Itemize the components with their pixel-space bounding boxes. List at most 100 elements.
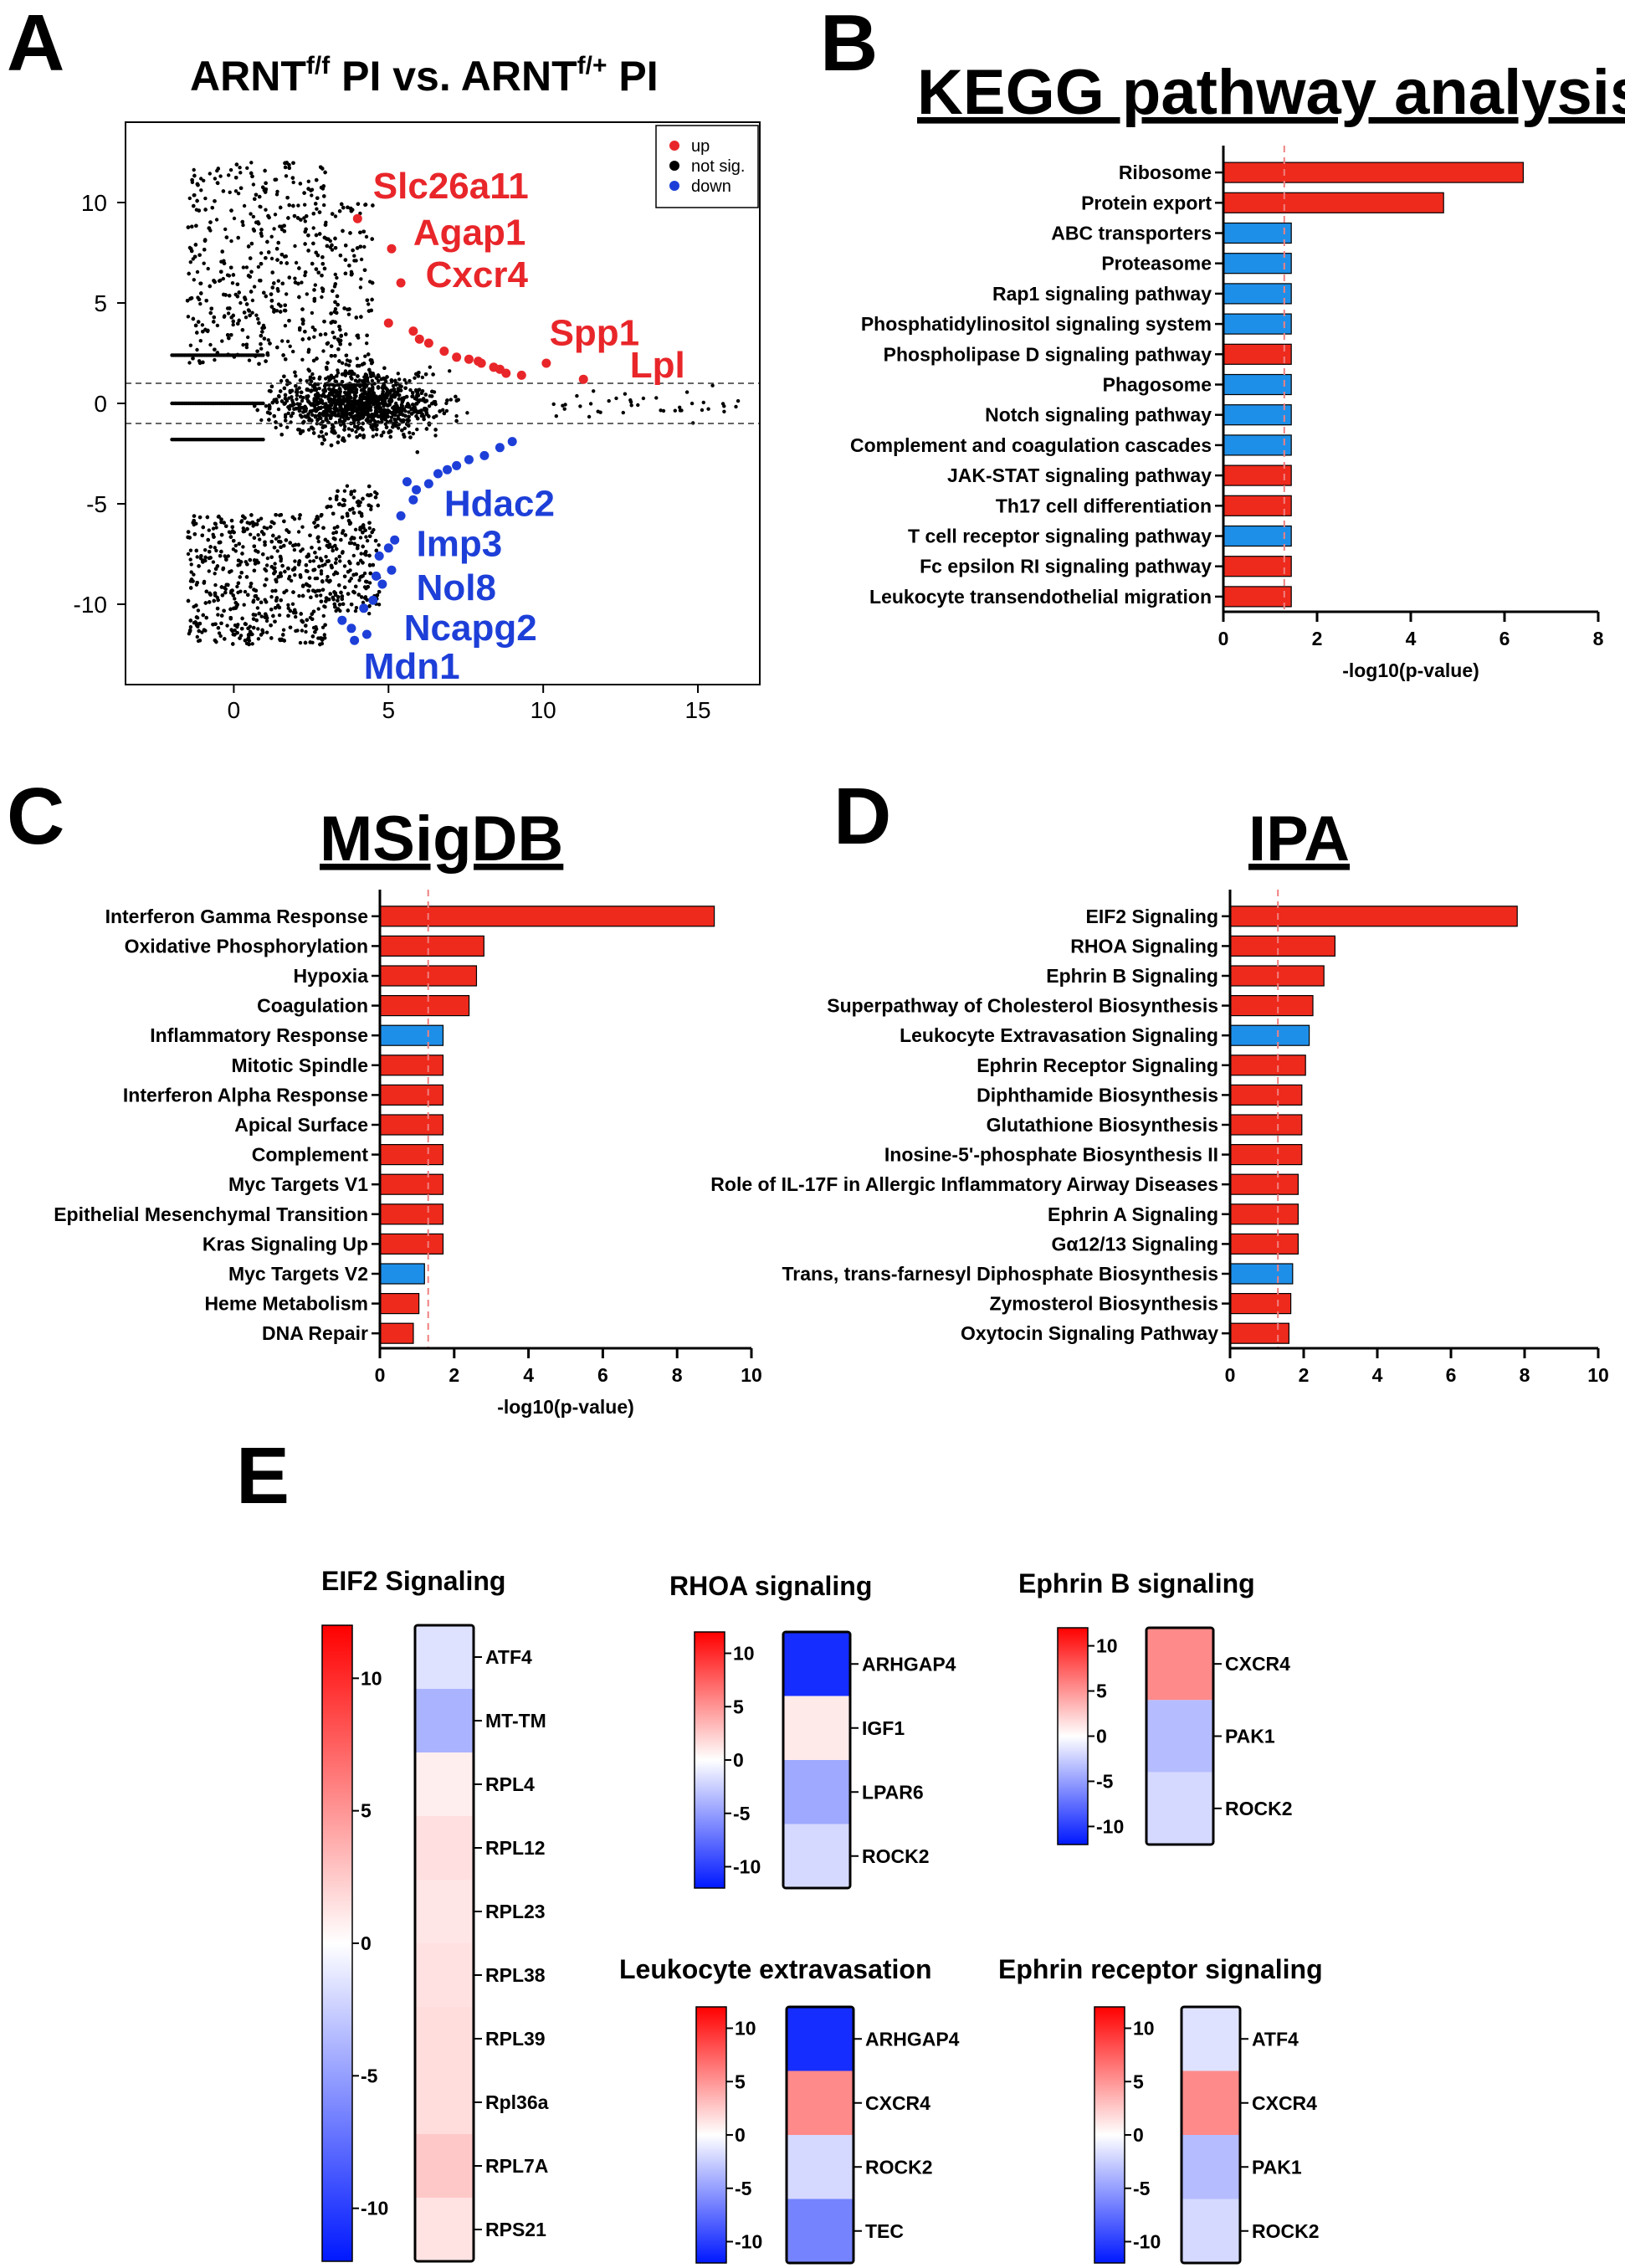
volcano-up-point [541, 358, 551, 368]
msigdb-x-tick-label: 6 [597, 1364, 608, 1386]
msigdb-category-label: Interferon Gamma Response [105, 906, 368, 927]
heatmap-colorbar-tick-label: -5 [361, 2065, 378, 2086]
kegg-bar [1223, 373, 1292, 396]
volcano-legend-label: up [691, 137, 710, 156]
volcano-gene-label-down: Imp3 [417, 523, 503, 564]
panel-letter-e: E [236, 1431, 290, 1521]
heatmap-cell [1146, 1772, 1213, 1845]
heatmap-gene-label: PAK1 [1225, 1726, 1275, 1747]
panel-letter-b: B [820, 0, 878, 88]
volcano-gene-label-up: Agap1 [413, 212, 525, 253]
panel-letter-a: A [7, 0, 64, 88]
volcano-down-point [495, 443, 505, 453]
volcano-title-part3: PI [607, 53, 659, 100]
heatmap-gene-label: RPS21 [485, 2219, 546, 2240]
volcano-title: ARNTf/f PI vs. ARNTf/+ PI [190, 52, 659, 100]
msigdb-bar [379, 1322, 414, 1344]
msigdb-bar [379, 1263, 425, 1285]
volcano-legend-label: not sig. [691, 157, 745, 176]
ipa-x-tick-label: 4 [1372, 1364, 1383, 1386]
msigdb-category-label: Complement [252, 1144, 369, 1166]
volcano-title-sup2: f/+ [577, 52, 607, 80]
kegg-category-label: Ribosome [1119, 162, 1212, 183]
heatmap-colorbar-tick-label: 0 [361, 1932, 372, 1954]
heatmap-gene-label: MT-TM [485, 1710, 546, 1732]
volcano-down-point [452, 460, 462, 470]
heatmap-colorbar-tick-label: 0 [735, 2124, 746, 2146]
volcano-down-point [372, 571, 382, 581]
heatmap-gene-label: CXCR4 [1252, 2092, 1317, 2114]
volcano-up-point [383, 318, 393, 328]
ipa-bar [1229, 935, 1336, 957]
msigdb-x-tick-label: 0 [375, 1364, 386, 1386]
kegg-category-label: T cell receptor signaling pathway [908, 526, 1212, 547]
msigdb-bar [379, 994, 470, 1017]
volcano-up-point [464, 354, 474, 364]
heatmap-cell [415, 2134, 474, 2198]
ipa-bar-chart: EIF2 Signaling RHOA Signaling Ephrin B Sig… [710, 890, 1609, 1386]
heatmap-gene-label: TEC [865, 2220, 904, 2242]
volcano-legend-marker [669, 161, 679, 171]
heatmap-cell [787, 2070, 854, 2135]
kegg-bar-chart: Ribosome Protein export ABC transporters Pr… [850, 146, 1604, 681]
heatmap-gene-label: RPL39 [485, 2028, 546, 2050]
heatmap-cell [415, 1625, 474, 1689]
msigdb-bar [379, 1114, 444, 1136]
ipa-category-label: Superpathway of Cholesterol Biosynthesis [827, 995, 1218, 1017]
heatmap-gene-label: ROCK2 [865, 2156, 933, 2178]
ipa-bar [1229, 1173, 1299, 1195]
heatmap-colorbar-tick-label: 0 [1133, 2124, 1144, 2146]
volcano-title-part1: ARNT [190, 53, 306, 100]
kegg-bar [1223, 556, 1292, 577]
heatmap-gene-label: LPAR6 [862, 1781, 924, 1803]
heatmap-gene-label: RPL12 [485, 1837, 546, 1859]
heatmap-gene-label: CXCR4 [1225, 1653, 1290, 1675]
ipa-x-tick-label: 6 [1446, 1364, 1457, 1386]
kegg-bar [1223, 313, 1292, 335]
msigdb-x-tick-label: 10 [741, 1364, 762, 1386]
volcano-x-tick-label: 0 [228, 697, 241, 723]
heatmap-gene-label: ROCK2 [1225, 1798, 1293, 1819]
msigdb-category-label: Epithelial Mesenchymal Transition [54, 1203, 368, 1225]
volcano-down-point [387, 565, 397, 575]
heatmap-colorbar-tick-label: -10 [1133, 2231, 1161, 2253]
heatmap-colorbar [1057, 1627, 1089, 1845]
volcano-up-point [396, 278, 406, 288]
heatmap-colorbar-tick-label: 10 [1133, 2018, 1155, 2040]
heatmap-colorbar-tick-label: -5 [733, 1803, 751, 1824]
msigdb-bar [379, 1143, 444, 1166]
ipa-category-label: Glutathione Biosynthesis [987, 1114, 1218, 1136]
msigdb-category-label: Hypoxia [294, 965, 369, 987]
msigdb-category-label: Heme Metabolism [204, 1293, 368, 1315]
msigdb-bar [379, 1084, 444, 1106]
kegg-bar [1223, 404, 1292, 426]
heatmap-cell [1182, 2135, 1240, 2199]
msigdb-bar [379, 1024, 444, 1046]
kegg-x-tick-label: 8 [1593, 628, 1604, 649]
heatmap-cell [415, 1816, 474, 1880]
heatmap-cell [787, 2135, 854, 2199]
kegg-x-tick-label: 4 [1406, 628, 1417, 649]
heatmap-gene-label: ROCK2 [1252, 2220, 1320, 2242]
heatmap-colorbar-tick-label: 5 [1133, 2070, 1144, 2092]
kegg-bar [1223, 586, 1292, 608]
panel-letter-d: D [833, 772, 891, 861]
msigdb-x-tick-label: 2 [449, 1364, 459, 1386]
ipa-x-tick-label: 10 [1587, 1364, 1609, 1386]
heatmap-colorbar-tick-label: 5 [733, 1696, 744, 1717]
kegg-bar [1223, 162, 1524, 183]
volcano-down-point [361, 629, 372, 639]
kegg-bar [1223, 525, 1292, 547]
msigdb-category-label: Oxidative Phosphorylation [125, 935, 368, 957]
heatmap-colorbar [321, 1624, 353, 2262]
kegg-category-label: Notch signaling pathway [985, 404, 1212, 426]
volcano-not-sig-points [170, 161, 741, 647]
heatmap-cell [415, 2070, 474, 2134]
volcano-gene-label-down: Nol8 [417, 567, 496, 608]
ipa-bar [1229, 1084, 1303, 1106]
ipa-x-tick-label: 2 [1299, 1364, 1310, 1386]
heatmap-5: Ephrin receptor signaling 10 5 0 -5 -10 ATF4 CX… [998, 1954, 1323, 2265]
volcano-gene-label-up: Cxcr4 [426, 254, 529, 295]
volcano-legend-marker [669, 141, 679, 151]
